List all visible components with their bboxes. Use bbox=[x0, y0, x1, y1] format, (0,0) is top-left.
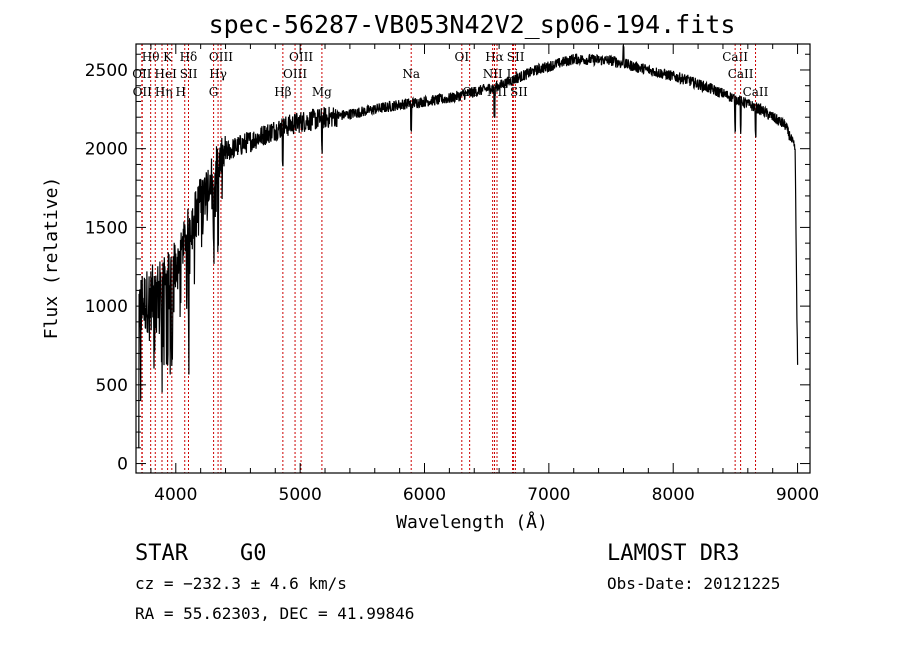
axis-ticks: 4000 5000 6000 7000 8000 9000 0 500 1000 1500 2000… bbox=[85, 44, 819, 505]
plot-frame bbox=[135, 43, 811, 474]
y-tick-label: 1000 bbox=[85, 297, 128, 317]
line-label: OII bbox=[133, 85, 153, 99]
line-label: NII bbox=[483, 67, 503, 81]
line-label: OI bbox=[455, 50, 470, 64]
y-tick-label: 2000 bbox=[85, 140, 128, 160]
line-label: OIII bbox=[289, 50, 313, 64]
x-tick-label: 4000 bbox=[154, 485, 197, 505]
line-label: SII bbox=[510, 85, 528, 99]
y-tick-label: 2500 bbox=[85, 61, 128, 81]
survey-name: LAMOST DR3 bbox=[607, 541, 739, 566]
line-label: Li bbox=[507, 67, 519, 81]
x-tick-label: 5000 bbox=[279, 485, 322, 505]
x-tick-label: 7000 bbox=[527, 485, 570, 505]
line-label: CaII bbox=[728, 67, 754, 81]
object-subclass: G0 bbox=[240, 541, 267, 566]
line-label: Hθ bbox=[142, 50, 160, 64]
line-label: OIII bbox=[283, 67, 307, 81]
x-tick-label: 8000 bbox=[652, 485, 695, 505]
line-label: G bbox=[209, 85, 219, 99]
y-tick-label: 0 bbox=[117, 455, 128, 475]
spectrum-line bbox=[138, 45, 799, 449]
line-label: Mg bbox=[312, 85, 332, 99]
line-label: SII bbox=[180, 67, 198, 81]
redshift-cz: cz = −232.3 ± 4.6 km/s bbox=[135, 574, 347, 593]
line-label: Hη bbox=[155, 85, 173, 99]
line-label: HeI bbox=[155, 67, 178, 81]
line-label: Hγ bbox=[209, 67, 227, 81]
chart-title: spec-56287-VB053N42V2_sp06-194.fits bbox=[209, 10, 736, 39]
obs-date: Obs-Date: 20121225 bbox=[607, 574, 780, 593]
line-label: Hδ bbox=[180, 50, 198, 64]
x-axis-label: Wavelength (Å) bbox=[396, 511, 548, 533]
line-label: CaII bbox=[722, 50, 748, 64]
line-label: H bbox=[176, 85, 186, 99]
line-label: K bbox=[163, 50, 173, 64]
line-label: Hβ bbox=[274, 85, 291, 99]
x-tick-label: 9000 bbox=[776, 485, 819, 505]
ra-dec: RA = 55.62303, DEC = 41.99846 bbox=[135, 604, 414, 623]
line-label: Hα bbox=[485, 50, 504, 64]
object-class: STAR bbox=[135, 541, 189, 566]
line-label: CaII bbox=[743, 85, 769, 99]
x-tick-label: 6000 bbox=[403, 485, 446, 505]
y-tick-label: 500 bbox=[96, 376, 128, 396]
line-label: Na bbox=[402, 67, 420, 81]
line-label: OIII bbox=[209, 50, 233, 64]
y-axis-label: Flux (relative) bbox=[41, 177, 62, 340]
y-tick-label: 1500 bbox=[85, 218, 128, 238]
